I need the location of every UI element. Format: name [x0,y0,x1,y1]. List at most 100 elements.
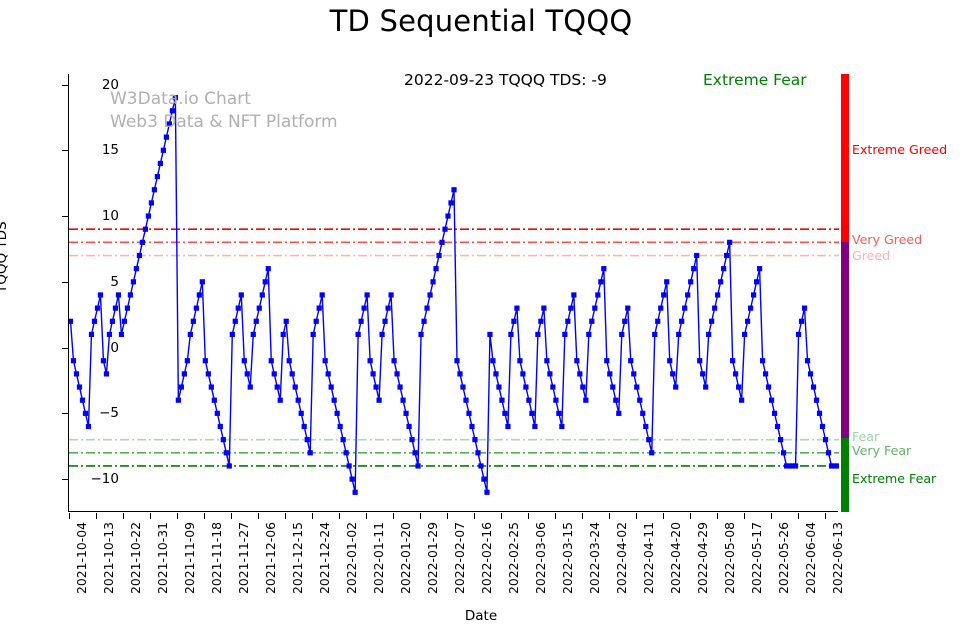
x-tick-mark [420,513,422,519]
x-tick-mark [204,513,206,519]
data-point-marker [178,384,184,390]
data-point-marker [529,410,535,416]
data-point-marker [241,358,247,364]
data-point-marker [622,318,628,324]
data-point-marker [760,358,766,364]
data-point-marker [703,384,709,390]
data-point-marker [334,410,340,416]
data-point-marker [118,331,125,338]
data-point-marker [777,437,784,443]
data-point-marker [397,384,403,390]
data-point-marker [406,423,412,430]
data-point-marker [682,305,688,311]
data-point-marker [94,305,101,311]
y-tick-mark [62,413,68,415]
data-point-marker [232,318,238,324]
data-point-marker [340,437,346,443]
data-point-marker [595,292,601,298]
data-point-marker [193,305,199,311]
y-tick-label: −5 [99,405,119,422]
data-point-marker [538,318,544,324]
data-point-marker [691,266,697,272]
data-point-marker [640,410,646,416]
data-point-marker [574,358,580,364]
data-point-marker [133,266,140,272]
data-point-marker [226,463,232,469]
data-point-marker [786,463,793,469]
y-tick-mark [62,216,68,218]
x-tick-mark [689,513,691,519]
data-point-marker [715,292,721,298]
data-point-marker [223,450,229,456]
data-point-marker [649,450,655,456]
data-point-marker [271,371,277,377]
data-point-marker [822,437,829,443]
data-point-marker [706,331,712,338]
data-point-marker [763,371,769,377]
data-point-marker [523,384,529,390]
x-tick-label: 2022-01-11 [371,522,387,595]
data-point-marker [244,371,250,377]
data-point-marker [331,397,337,403]
data-point-marker [709,318,715,324]
x-tick-label: 2022-01-29 [425,522,441,595]
data-point-marker [745,318,751,324]
data-point-marker [532,423,538,430]
data-point-marker [628,358,634,364]
data-point-marker [688,279,694,285]
x-tick-mark [231,513,233,519]
x-tick-label: 2022-06-13 [829,522,845,595]
zone-label: Extreme Fear [852,471,937,487]
data-point-marker [496,384,502,390]
x-tick-label: 2021-11-27 [236,522,252,595]
data-point-marker [103,371,110,377]
data-point-marker [418,331,424,338]
data-point-marker [172,95,178,101]
x-tick-label: 2022-03-06 [532,522,548,595]
x-tick-label: 2022-06-04 [802,522,818,595]
data-point-marker [487,331,493,338]
data-point-marker [442,226,448,232]
x-tick-mark [150,513,152,519]
y-tick-label: 15 [101,142,119,159]
data-point-marker [795,331,802,338]
data-point-marker [235,305,241,311]
x-tick-label: 2022-01-20 [398,522,414,595]
data-point-marker [265,266,271,272]
data-point-marker [97,292,104,298]
x-tick-mark [824,513,826,519]
x-tick-label: 2021-12-24 [317,522,333,595]
x-tick-mark [635,513,637,519]
data-point-marker [295,397,301,403]
x-tick-label: 2022-04-11 [640,522,656,595]
data-point-marker [148,200,154,206]
data-point-marker [667,358,673,364]
x-tick-mark [527,513,529,519]
data-point-marker [79,397,86,403]
data-point-marker [376,397,382,403]
data-point-marker [801,305,808,311]
data-point-marker [559,423,565,430]
data-point-marker [457,371,463,377]
data-point-marker [112,305,119,311]
data-point-marker [301,423,307,430]
data-point-marker [427,292,433,298]
data-point-marker [658,305,664,311]
data-point-marker [448,200,454,206]
data-point-marker [310,331,316,338]
annotation-status-badge: Extreme Fear [703,71,807,89]
data-point-marker [613,397,619,403]
data-point-marker [556,410,562,416]
y-tick-mark [62,84,68,86]
data-point-marker [106,331,113,338]
x-tick-label: 2021-10-31 [155,522,171,595]
status-bar-segment [841,438,849,512]
data-point-marker [76,384,83,390]
x-tick-label: 2022-05-26 [775,522,791,595]
y-axis-label: TQQQ TDS [0,221,10,293]
x-tick-label: 2022-02-16 [478,522,494,595]
data-point-marker [388,292,394,298]
data-point-marker [798,318,805,324]
data-point-marker [157,160,163,167]
data-point-marker [825,450,832,456]
